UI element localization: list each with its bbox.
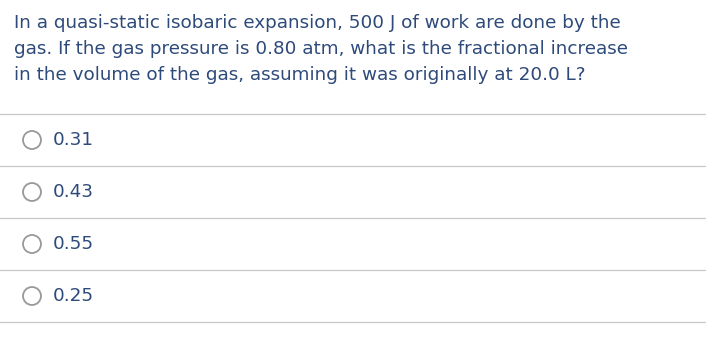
Text: 0.25: 0.25 <box>53 287 94 305</box>
Text: in the volume of the gas, assuming it was originally at 20.0 L?: in the volume of the gas, assuming it wa… <box>14 66 585 84</box>
Text: 0.43: 0.43 <box>53 183 94 201</box>
Text: 0.55: 0.55 <box>53 235 94 253</box>
Text: In a quasi-static isobaric expansion, 500 J of work are done by the: In a quasi-static isobaric expansion, 50… <box>14 14 621 32</box>
Text: gas. If the gas pressure is 0.80 atm, what is the fractional increase: gas. If the gas pressure is 0.80 atm, wh… <box>14 40 628 58</box>
Text: 0.31: 0.31 <box>53 131 94 149</box>
